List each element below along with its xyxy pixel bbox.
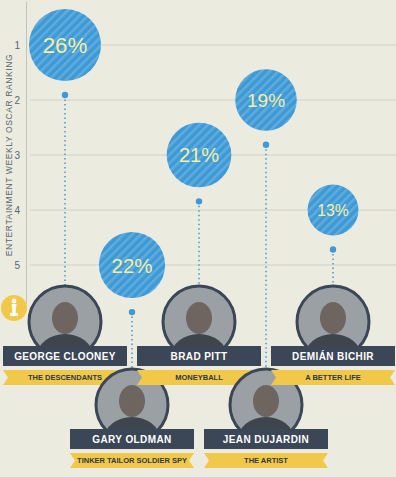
film-label: TINKER TAILOR SOLDIER SPY [77,456,187,465]
tick-label: 2 [14,95,20,106]
people: GEORGE CLOONEY THE DESCENDANTS GARY OLDMAN… [3,286,395,468]
pin [129,309,135,315]
bubble-labels: 26% 22% 21% 19% 13% [43,33,349,277]
bubble [99,232,165,298]
bubble [235,69,297,131]
tick-label: 3 [14,150,20,161]
name-label: DEMIÁN BICHIR [292,350,374,362]
tick: 3 [14,150,26,161]
leader-line [332,249,334,286]
name-box [204,429,328,449]
pin [196,198,202,204]
leaders [62,92,336,369]
name-label: GEORGE CLOONEY [14,351,116,362]
pin [62,92,68,98]
name-label: GARY OLDMAN [92,434,171,445]
axis-title: ENTERTAINMENT WEEKLY OSCAR RANKING [4,54,14,256]
film-label: THE ARTIST [244,456,288,465]
pin [330,246,336,252]
bubbles [29,9,358,298]
bubble-label: 26% [43,33,88,58]
tick: 1 [14,40,26,51]
tick-label: 1 [14,40,20,51]
tick-label: 5 [14,260,20,271]
axis-line [26,2,27,305]
bubble [308,185,359,236]
y-axis: 1 2 3 4 5 [14,2,26,305]
grid-line [30,265,396,266]
bubble [167,123,232,188]
film-label: A BETTER LIFE [305,373,361,382]
name-label: JEAN DUJARDIN [223,434,309,445]
name-box [70,429,194,449]
chart: 1 2 3 4 5ENTERTAINMENT WEEKLY OSCAR RANKING 2… [0,0,396,477]
background [0,0,396,477]
person: BRAD PITT MONEYBALL [137,286,261,385]
tick: 2 [14,95,26,106]
film-ribbon [271,370,395,385]
person: GEORGE CLOONEY THE DESCENDANTS [3,286,127,385]
bubble-label: 19% [247,90,285,111]
tick-label: 4 [14,205,20,216]
leader-line [64,95,66,286]
film-label: MONEYBALL [175,373,223,382]
leader-line [265,145,267,369]
bubble [29,9,101,81]
pin [263,142,269,148]
film-label: THE DESCENDANTS [28,373,102,382]
tick: 4 [14,205,26,216]
film-ribbon [70,453,194,468]
name-box [3,346,127,366]
name-box [137,346,261,366]
name-box [271,346,395,366]
leader-line [131,312,133,369]
film-ribbon [204,453,328,468]
bubble-label: 13% [317,202,349,219]
bubble-label: 21% [179,144,219,166]
grid-line [30,100,396,101]
name-label: BRAD PITT [171,351,228,362]
grid [30,45,396,265]
bubble-label: 22% [111,254,152,277]
tick: 5 [14,260,26,271]
person: DEMIÁN BICHIR A BETTER LIFE [271,286,395,385]
oscar-icon [1,295,27,321]
leader-line [198,201,200,286]
